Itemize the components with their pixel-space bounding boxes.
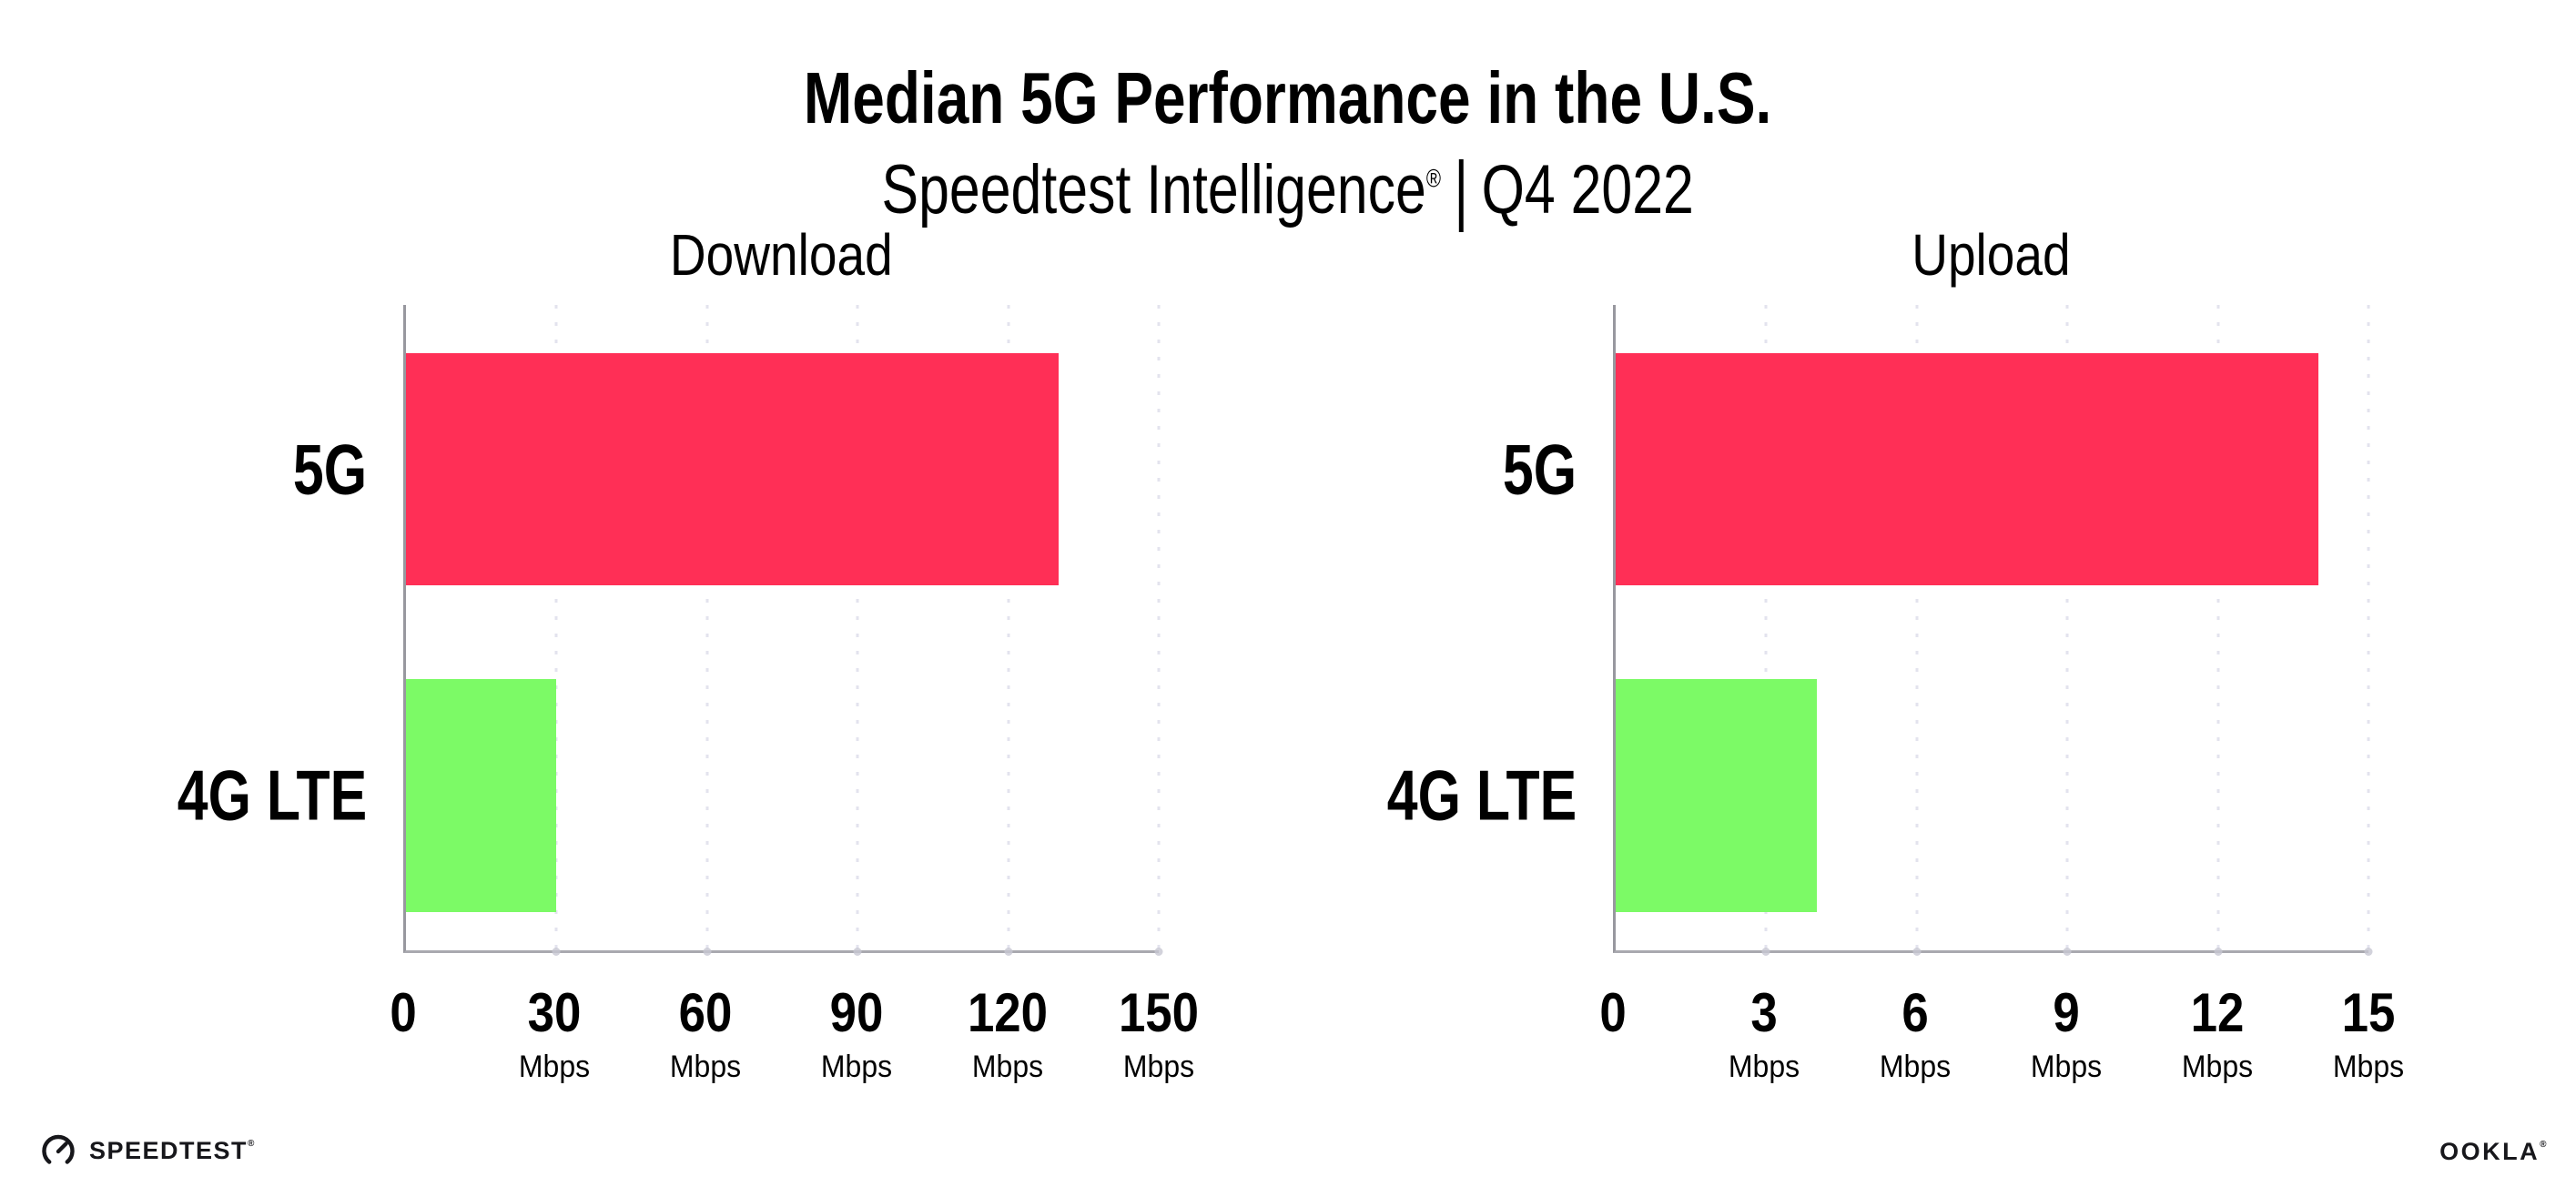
x-tick-unit: Mbps xyxy=(2332,1050,2405,1084)
axis-tick-dot xyxy=(2364,948,2373,956)
category-label-4g-lte: 4G LTE xyxy=(177,755,367,836)
download-plot-area xyxy=(403,305,1163,956)
x-tick-unit: Mbps xyxy=(971,1050,1044,1084)
axis-tick-dot xyxy=(853,948,862,956)
x-tick-3: 3 Mbps xyxy=(1682,982,1846,1085)
bar-4g-lte xyxy=(1616,679,1817,912)
chart-title-download: Download xyxy=(669,222,893,288)
page-subtitle: Speedtest Intelligence® | Q4 2022 xyxy=(0,147,2576,234)
x-tick-120: 120 Mbps xyxy=(926,982,1090,1085)
x-tick-6: 6 Mbps xyxy=(1833,982,1997,1085)
x-tick-60: 60 Mbps xyxy=(624,982,787,1085)
x-tick-unit: Mbps xyxy=(2030,1050,2103,1084)
x-tick-15: 15 Mbps xyxy=(2287,982,2450,1085)
gridline-6 xyxy=(1915,305,1919,950)
upload-category-axis: 5G 4G LTE xyxy=(1285,305,1577,953)
gridline-12 xyxy=(2216,305,2220,950)
x-tick-0: 0 xyxy=(1531,984,1695,1042)
upload-chart: Upload 5G 4G LTE 0 3 Mbps 6 Mbps 9 Mbps 12 Mbps 15… xyxy=(1387,222,2405,1084)
speedtest-trademark: ® xyxy=(248,1138,256,1149)
ookla-trademark: ® xyxy=(2540,1140,2549,1150)
download-x-axis: 0 30 Mbps 60 Mbps 90 Mbps 120 Mbps 150 Mbps xyxy=(390,982,1199,1130)
upload-x-axis: 0 3 Mbps 6 Mbps 9 Mbps 12 Mbps 15 Mbps xyxy=(1599,982,2404,1130)
subtitle-period: Q4 2022 xyxy=(1481,151,1695,229)
category-label-4g-lte: 4G LTE xyxy=(1386,755,1577,836)
page-title-text: Median 5G Performance in the U.S. xyxy=(804,56,1772,138)
x-tick-unit: Mbps xyxy=(1728,1050,1800,1084)
axis-tick-dot xyxy=(552,948,561,956)
axis-tick-dot xyxy=(2063,948,2072,956)
gridline-15 xyxy=(2367,305,2370,950)
gridline-120 xyxy=(1007,305,1010,950)
bar-5g xyxy=(1616,353,2318,585)
speedtest-logo: SPEEDTEST® xyxy=(40,1132,256,1169)
chart-title-upload: Upload xyxy=(1911,222,2071,288)
x-tick-9: 9 Mbps xyxy=(1984,982,2148,1085)
x-tick-value: 30 xyxy=(527,982,582,1043)
x-tick-value: 90 xyxy=(829,982,884,1043)
axis-tick-dot xyxy=(1761,948,1770,956)
x-tick-90: 90 Mbps xyxy=(775,982,938,1085)
x-tick-unit: Mbps xyxy=(669,1050,742,1084)
x-tick-value: 6 xyxy=(1902,982,1929,1043)
x-tick-value: 60 xyxy=(678,982,733,1043)
speedtest-wordmark: SPEEDTEST® xyxy=(89,1136,256,1164)
gridline-90 xyxy=(856,305,859,950)
axis-tick-dot xyxy=(1004,948,1013,956)
gridline-3 xyxy=(1764,305,1768,950)
axis-tick-dot xyxy=(1912,948,1922,956)
x-tick-value: 15 xyxy=(2341,982,2396,1043)
axis-tick-dot xyxy=(2214,948,2223,956)
gridline-60 xyxy=(705,305,709,950)
speedtest-gauge-icon xyxy=(42,1134,75,1164)
x-tick-value: 0 xyxy=(390,982,417,1043)
axis-tick-dot xyxy=(1154,948,1163,956)
gridline-30 xyxy=(554,305,558,950)
x-tick-12: 12 Mbps xyxy=(2135,982,2299,1085)
x-tick-value: 150 xyxy=(1118,982,1200,1043)
subtitle-brand: Speedtest Intelligence xyxy=(881,151,1427,229)
registered-mark: ® xyxy=(1426,164,1442,193)
page-title: Median 5G Performance in the U.S. xyxy=(0,55,2576,142)
x-tick-value: 0 xyxy=(1599,982,1627,1043)
x-tick-value: 3 xyxy=(1750,982,1778,1043)
download-category-axis: 5G 4G LTE xyxy=(76,305,367,953)
x-tick-0: 0 xyxy=(321,984,485,1042)
bar-4g-lte xyxy=(406,679,557,912)
subtitle-separator: | xyxy=(1454,146,1469,234)
x-tick-30: 30 Mbps xyxy=(472,982,636,1085)
upload-plot-area xyxy=(1613,305,2373,956)
x-tick-value: 12 xyxy=(2190,982,2245,1043)
download-chart: Download 5G 4G LTE 0 30 Mbps 60 Mbps 90 Mbps 120… xyxy=(177,222,1199,1084)
ookla-logo: OOKLA® xyxy=(2439,1138,2549,1166)
ookla-wordmark: OOKLA® xyxy=(2439,1138,2549,1165)
gridline-9 xyxy=(2065,305,2069,950)
x-tick-unit: Mbps xyxy=(518,1050,591,1084)
x-tick-value: 9 xyxy=(2053,982,2080,1043)
x-tick-unit: Mbps xyxy=(1122,1050,1195,1084)
x-tick-unit: Mbps xyxy=(1879,1050,1952,1084)
x-tick-150: 150 Mbps xyxy=(1077,982,1241,1085)
x-tick-unit: Mbps xyxy=(2181,1050,2254,1084)
bar-5g xyxy=(406,353,1059,585)
category-label-5g: 5G xyxy=(292,429,367,509)
gridline-150 xyxy=(1157,305,1161,950)
x-tick-unit: Mbps xyxy=(820,1050,893,1084)
x-tick-value: 120 xyxy=(967,982,1049,1043)
axis-tick-dot xyxy=(703,948,712,956)
category-label-5g: 5G xyxy=(1502,429,1577,509)
